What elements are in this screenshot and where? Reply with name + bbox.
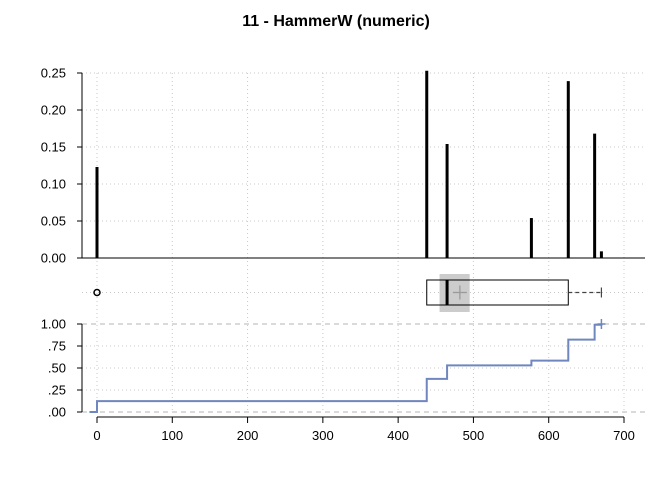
x-tick-label: 100	[161, 428, 183, 443]
grid-lines	[82, 72, 645, 413]
spike-y-tick-label: 0.00	[41, 251, 66, 266]
ecdf-line	[89, 323, 603, 413]
ecdf-y-tick-label: .00	[48, 405, 66, 420]
spike-y-tick-label: 0.25	[41, 66, 66, 81]
spike-plot	[95, 70, 603, 258]
ecdf-y-tick-label: 1.00	[41, 317, 66, 332]
chart-title: 11 - HammerW (numeric)	[242, 13, 430, 30]
x-tick-label: 0	[93, 428, 100, 443]
ecdf-plot	[89, 319, 606, 413]
outlier-0	[93, 288, 101, 297]
ecdf-y-tick-label: .75	[48, 339, 66, 354]
x-tick-label: 500	[463, 428, 485, 443]
x-tick-label: 300	[312, 428, 334, 443]
x-tick-label: 200	[237, 428, 259, 443]
ecdf-y-tick-label: .25	[48, 383, 66, 398]
tick-labels: 0.00 0.05 0.10 0.15 0.20 0.25 .00 .25 .50 .75 1.00…	[41, 66, 635, 444]
axes	[77, 72, 645, 423]
spike-y-tick-label: 0.05	[41, 214, 66, 229]
box-plot	[93, 274, 603, 312]
spike-y-tick-label: 0.10	[41, 177, 66, 192]
spike-y-tick-label: 0.20	[41, 103, 66, 118]
x-tick-label: 400	[387, 428, 409, 443]
x-tick-label: 600	[538, 428, 560, 443]
ecdf-y-tick-label: .50	[48, 361, 66, 376]
x-tick-label: 700	[613, 428, 635, 443]
spike-y-tick-label: 0.15	[41, 140, 66, 155]
